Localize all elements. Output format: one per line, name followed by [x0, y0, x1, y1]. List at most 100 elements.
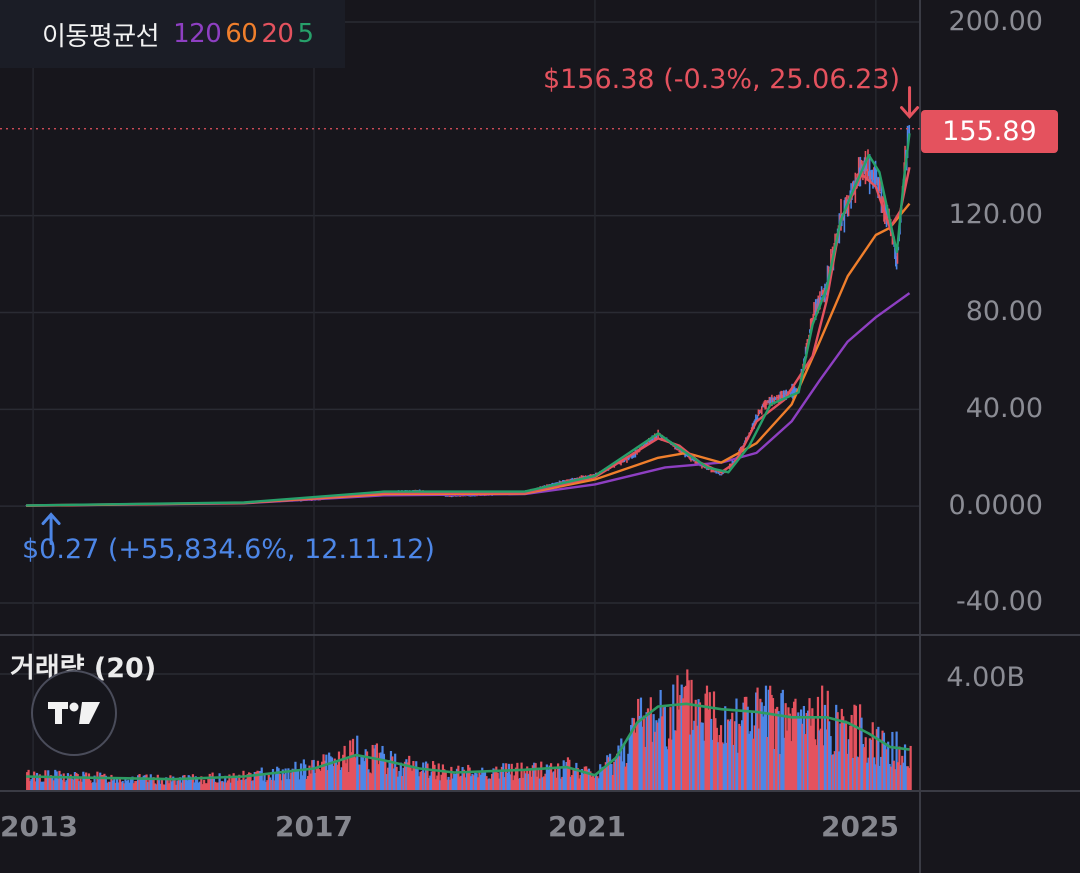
- volume-bar: [479, 774, 482, 790]
- volume-bar: [868, 738, 872, 790]
- volume-bar: [424, 761, 428, 790]
- volume-bar: [358, 764, 362, 790]
- volume-bar: [290, 772, 293, 790]
- volume-bar: [93, 775, 96, 790]
- volume-bar: [843, 720, 846, 790]
- volume-bar: [335, 759, 338, 790]
- volume-bar: [62, 773, 65, 790]
- volume-bar: [357, 764, 360, 790]
- volume-bar: [794, 698, 797, 790]
- volume-bar: [429, 775, 432, 790]
- volume-bar: [132, 783, 136, 790]
- volume-bar: [94, 782, 98, 790]
- volume-bar: [283, 774, 286, 790]
- volume-bar: [361, 755, 364, 790]
- volume-bar: [791, 708, 794, 790]
- volume-bar: [819, 728, 822, 790]
- volume-bar: [218, 773, 221, 790]
- volume-bar: [245, 778, 248, 790]
- volume-bar: [176, 780, 179, 790]
- volume-bar: [183, 774, 186, 790]
- volume-bar: [860, 717, 863, 790]
- volume-bar: [780, 693, 783, 790]
- volume-bar: [721, 742, 724, 790]
- volume-bar: [45, 777, 48, 790]
- volume-bar: [604, 762, 607, 790]
- volume-bar: [725, 742, 728, 790]
- volume-bar: [718, 734, 721, 790]
- volume-bar: [61, 780, 64, 790]
- volume-bar: [801, 723, 804, 790]
- volume-bar: [854, 705, 857, 790]
- volume-bar: [270, 779, 273, 790]
- volume-bar: [826, 690, 829, 790]
- volume-bar: [901, 755, 904, 790]
- volume-bar: [458, 776, 461, 790]
- volume-bar: [607, 757, 610, 790]
- tradingview-logo-icon[interactable]: [31, 670, 117, 756]
- volume-bar: [187, 775, 190, 790]
- volume-bar: [762, 716, 765, 790]
- volume-bar: [502, 763, 505, 790]
- volume-bar: [693, 720, 696, 790]
- volume-bar: [382, 753, 386, 790]
- volume-ma-line: [26, 702, 910, 781]
- volume-bar: [472, 775, 475, 790]
- volume-bar: [434, 779, 438, 790]
- volume-bar: [436, 775, 439, 790]
- volume-bar: [198, 781, 202, 790]
- volume-bar: [513, 775, 516, 790]
- volume-bar: [408, 755, 411, 790]
- volume-bar: [33, 771, 36, 790]
- volume-bar: [468, 767, 471, 790]
- volume-bar: [346, 758, 349, 790]
- volume-bar: [889, 766, 893, 790]
- volume-bar: [825, 729, 828, 790]
- volume-bar: [389, 750, 393, 790]
- volume-bar: [906, 766, 909, 790]
- volume-bar: [319, 770, 322, 790]
- volume-bar: [531, 765, 534, 790]
- volume-bar: [623, 744, 626, 790]
- volume-bar: [888, 763, 891, 790]
- volume-bar: [256, 770, 259, 790]
- volume-bar: [410, 770, 414, 790]
- volume-bar: [158, 777, 161, 790]
- volume-bar: [295, 769, 298, 790]
- volume-bar: [541, 777, 544, 790]
- volume-bar: [131, 776, 134, 790]
- volume-bar: [562, 760, 565, 790]
- volume-bar: [417, 776, 421, 790]
- volume-bar: [236, 780, 239, 790]
- volume-bar: [189, 776, 192, 790]
- volume-bar: [538, 778, 541, 790]
- volume-bar: [486, 779, 489, 790]
- volume-bar: [426, 763, 429, 790]
- volume-bar: [776, 706, 779, 790]
- volume-bar: [873, 757, 876, 790]
- volume-bar: [736, 752, 739, 790]
- volume-bar: [211, 772, 214, 790]
- volume-bar: [599, 764, 602, 790]
- volume-bar: [239, 779, 242, 790]
- volume-bar: [413, 768, 416, 790]
- volume-bar: [297, 769, 300, 790]
- volume-bar: [582, 773, 585, 790]
- volume-bar: [41, 781, 44, 790]
- volume-bar: [232, 773, 235, 790]
- volume-bar: [795, 716, 798, 790]
- volume-bar: [694, 699, 697, 790]
- volume-bar: [488, 778, 491, 790]
- volume-bar: [340, 767, 343, 790]
- volume-bar: [139, 777, 143, 790]
- volume-bar: [679, 695, 682, 790]
- volume-bar: [903, 744, 907, 790]
- volume-bar: [850, 714, 853, 790]
- volume-bar: [121, 780, 124, 790]
- volume-bar: [895, 731, 898, 790]
- y-tick-label: 200.00: [948, 6, 1043, 37]
- volume-bar: [115, 777, 119, 790]
- volume-bar: [169, 775, 172, 790]
- volume-bar: [589, 771, 592, 790]
- volume-bar: [822, 745, 825, 790]
